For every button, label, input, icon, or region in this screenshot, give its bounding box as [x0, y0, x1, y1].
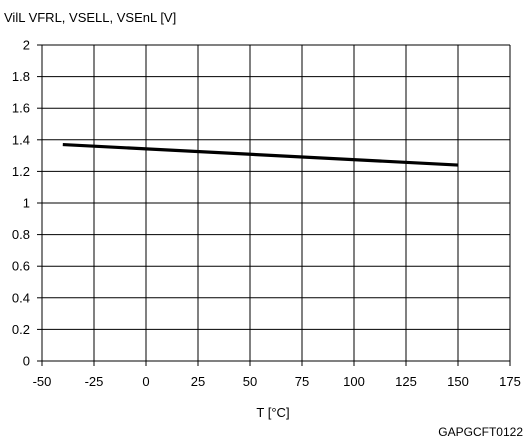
x-tick-label: -50 [33, 374, 52, 389]
series [62, 142, 459, 167]
y-tick-label: 1.8 [12, 69, 30, 84]
x-tick-label: 100 [343, 374, 365, 389]
x-tick-label: -25 [85, 374, 104, 389]
y-tick-label: 0.8 [12, 227, 30, 242]
x-tick-label: 125 [395, 374, 417, 389]
x-tick-label: 75 [295, 374, 309, 389]
y-tick-label: 0.4 [12, 290, 30, 305]
x-tick-label: 175 [499, 374, 521, 389]
tick-labels: -50 -25 0 25 50 75 100 125 150 175 0 0.2 0.4 0.6 0.8 1 1… [12, 38, 521, 390]
x-axis-label: T [°C] [256, 405, 289, 420]
y-tick-label: 1.6 [12, 101, 30, 116]
y-tick-label: 1.2 [12, 164, 30, 179]
y-tick-label: 2 [23, 38, 30, 53]
y-axis-label: VilL VFRL, VSELL, VSEnL [V] [4, 10, 176, 25]
y-tick-label: 0 [23, 354, 30, 369]
y-tick-label: 1.4 [12, 132, 30, 147]
grid [37, 44, 511, 366]
figure-code: GAPGCFT0122 [438, 425, 523, 439]
series-line [62, 142, 459, 167]
x-tick-label: 25 [191, 374, 205, 389]
y-tick-label: 0.6 [12, 259, 30, 274]
y-tick-label: 0.2 [12, 322, 30, 337]
x-tick-label: 50 [243, 374, 257, 389]
x-tick-label: 0 [142, 374, 149, 389]
y-tick-label: 1 [23, 196, 30, 211]
x-tick-label: 150 [447, 374, 469, 389]
